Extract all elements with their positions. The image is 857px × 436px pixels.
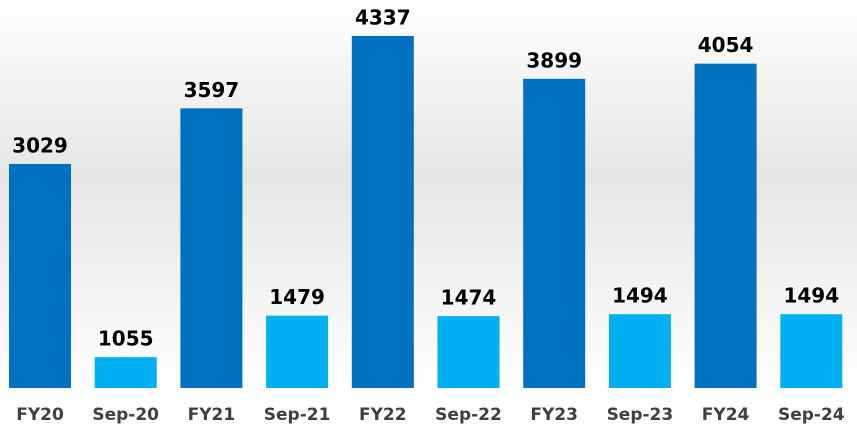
value-label: 1494 [612, 284, 668, 308]
x-tick-label: Sep-21 [264, 405, 331, 425]
bar [180, 108, 243, 388]
value-label: 4337 [355, 5, 411, 29]
x-tick-label: Sep-20 [92, 405, 159, 425]
x-tick-label: FY20 [16, 405, 64, 425]
value-label: 4054 [698, 33, 754, 57]
x-tick-label: FY21 [188, 405, 236, 425]
value-label: 1474 [441, 286, 497, 310]
bar [780, 314, 843, 388]
x-tick-label: Sep-24 [778, 405, 845, 425]
bar [9, 163, 71, 388]
value-label: 1494 [783, 284, 839, 308]
x-tick-label: FY22 [359, 405, 407, 425]
bar [437, 316, 500, 388]
value-label: 1055 [98, 327, 154, 351]
x-tick-label: FY24 [702, 405, 750, 425]
value-label: 3597 [184, 78, 240, 102]
bar [266, 315, 329, 388]
bar [608, 314, 671, 388]
bar [351, 35, 414, 389]
x-tick-label: Sep-22 [435, 405, 502, 425]
value-label: 3899 [526, 48, 582, 72]
bar [694, 63, 757, 388]
bar [523, 78, 586, 388]
value-label: 3029 [12, 133, 68, 157]
value-label: 1479 [269, 285, 325, 309]
x-tick-label: FY23 [530, 405, 578, 425]
x-tick-label: Sep-23 [607, 405, 674, 425]
bar [94, 357, 157, 388]
